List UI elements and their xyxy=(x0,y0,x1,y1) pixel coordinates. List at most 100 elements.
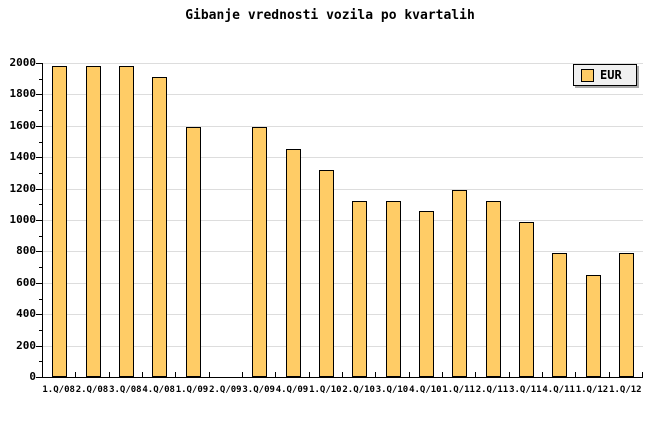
y-axis-major-tick xyxy=(36,189,42,190)
y-tick-label-0: 0 xyxy=(29,370,36,383)
x-tick-label-12: 1.Q/11 xyxy=(442,385,475,395)
x-axis-tick xyxy=(508,372,510,377)
x-axis-tick xyxy=(308,372,310,377)
bar-1.Q/11-12 xyxy=(452,190,468,377)
y-axis-major-tick xyxy=(36,126,42,127)
gridline-y2000 xyxy=(43,63,643,64)
gridline-y200 xyxy=(43,346,643,347)
bar-4.Q/09-7 xyxy=(285,149,301,377)
x-tick-label-10: 3.Q/10 xyxy=(375,385,409,395)
x-axis-tick xyxy=(375,372,377,377)
bar-4.Q/08-3 xyxy=(152,77,168,377)
x-axis-tick xyxy=(242,372,243,377)
y-tick-label-1800: 1800 xyxy=(9,87,37,100)
x-axis-tick xyxy=(342,372,343,377)
legend-series-label: EUR xyxy=(600,68,622,82)
x-tick-label-16: 1.Q/12 xyxy=(575,385,609,395)
y-axis-major-tick xyxy=(36,346,42,347)
x-axis-tick xyxy=(575,372,577,377)
x-tick-label-0: 1.Q/08 xyxy=(42,385,75,395)
chart-title: Gibanje vrednosti vozila po kvartalih xyxy=(185,8,475,23)
x-tick-label-17: 1.Q/12 xyxy=(609,385,642,395)
bar-1.Q/10-8 xyxy=(318,170,334,377)
y-tick-label-1600: 1600 xyxy=(9,119,37,132)
x-axis-tick xyxy=(642,372,643,377)
gridline-y1800 xyxy=(43,94,643,95)
y-axis-minor-tick xyxy=(39,142,42,143)
x-axis-tick xyxy=(275,372,277,377)
y-axis-major-tick xyxy=(36,377,42,378)
x-tick-label-4: 1.Q/09 xyxy=(175,385,209,395)
y-axis-minor-tick xyxy=(39,330,42,331)
x-tick-label-5: 2.Q/09 xyxy=(209,385,242,395)
bar-1.Q/08-0 xyxy=(52,66,68,377)
plot-area xyxy=(42,63,643,378)
bar-3.Q/11-14 xyxy=(518,222,534,377)
y-axis-major-tick xyxy=(36,94,42,95)
bar-3.Q/08-2 xyxy=(118,66,134,377)
bar-1.Q/12-17 xyxy=(618,253,634,377)
bar-1.Q/09-4 xyxy=(185,127,201,377)
y-axis-major-tick xyxy=(36,157,42,158)
x-tick-label-13: 2.Q/11 xyxy=(475,385,509,395)
x-tick-label-14: 3.Q/11 xyxy=(509,385,542,395)
y-tick-label-400: 400 xyxy=(16,307,36,320)
x-axis-tick xyxy=(542,372,543,377)
x-axis-tick xyxy=(175,372,177,377)
y-tick-label-1200: 1200 xyxy=(9,182,37,195)
y-tick-label-1400: 1400 xyxy=(9,150,37,163)
bar-4.Q/10-11 xyxy=(418,211,434,377)
y-axis-major-tick xyxy=(36,63,42,64)
gridline-y1400 xyxy=(43,157,643,158)
legend-series-swatch xyxy=(581,69,594,82)
bar-3.Q/10-10 xyxy=(385,201,401,377)
y-axis-minor-tick xyxy=(39,299,42,300)
y-axis-minor-tick xyxy=(39,204,42,205)
y-tick-label-2000: 2000 xyxy=(9,56,37,69)
x-tick-label-8: 1.Q/10 xyxy=(309,385,342,395)
gridline-y400 xyxy=(43,314,643,315)
gridline-y600 xyxy=(43,283,643,284)
x-axis-tick xyxy=(408,372,410,377)
bar-1.Q/12-16 xyxy=(585,275,601,377)
y-tick-label-600: 600 xyxy=(16,276,36,289)
bar-4.Q/11-15 xyxy=(552,253,568,377)
y-axis-minor-tick xyxy=(39,236,42,237)
y-axis-major-tick xyxy=(36,251,42,252)
x-axis-tick xyxy=(75,372,77,377)
x-tick-label-2: 3.Q/08 xyxy=(109,385,142,395)
x-axis-tick xyxy=(442,372,443,377)
y-tick-label-1000: 1000 xyxy=(9,213,37,226)
y-axis-minor-tick xyxy=(39,79,42,80)
x-tick-label-1: 2.Q/08 xyxy=(75,385,109,395)
y-tick-label-800: 800 xyxy=(16,244,36,257)
gridline-y1000 xyxy=(43,220,643,221)
gridline-y1200 xyxy=(43,189,643,190)
gridline-y1600 xyxy=(43,126,643,127)
x-tick-label-6: 3.Q/09 xyxy=(242,385,275,395)
x-tick-label-9: 2.Q/10 xyxy=(342,385,375,395)
gridline-y800 xyxy=(43,251,643,252)
y-axis-major-tick xyxy=(36,314,42,315)
x-tick-label-15: 4.Q/11 xyxy=(542,385,575,395)
bar-2.Q/08-1 xyxy=(85,66,101,377)
x-axis-tick xyxy=(108,372,110,377)
y-tick-label-200: 200 xyxy=(16,339,36,352)
x-axis-tick xyxy=(142,372,143,377)
x-tick-label-7: 4.Q/09 xyxy=(275,385,309,395)
legend-button[interactable]: EUR xyxy=(573,64,637,86)
x-axis-tick xyxy=(208,372,210,377)
x-axis-tick xyxy=(475,372,477,377)
bar-2.Q/11-13 xyxy=(485,201,501,377)
x-tick-label-3: 4.Q/08 xyxy=(142,385,175,395)
bar-2.Q/10-9 xyxy=(352,201,368,377)
y-axis-minor-tick xyxy=(39,110,42,111)
y-axis-minor-tick xyxy=(39,361,42,362)
y-axis-major-tick xyxy=(36,220,42,221)
y-axis-major-tick xyxy=(36,283,42,284)
x-axis-tick xyxy=(608,372,610,377)
y-axis-minor-tick xyxy=(39,267,42,268)
bar-3.Q/09-6 xyxy=(252,127,268,377)
y-axis-minor-tick xyxy=(39,173,42,174)
